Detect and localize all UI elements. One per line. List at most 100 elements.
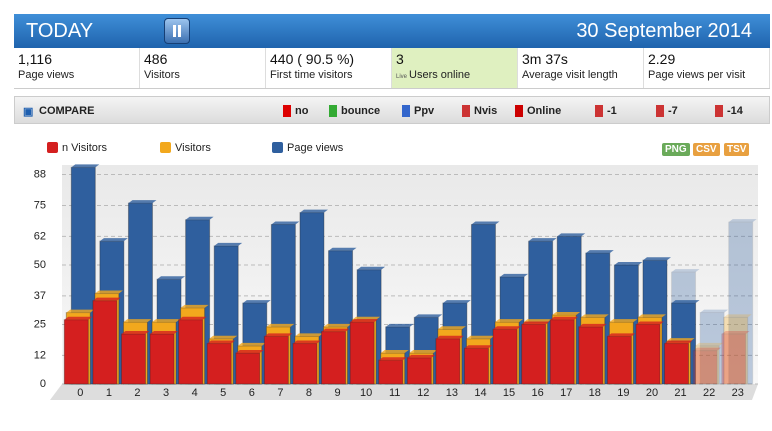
bar <box>178 319 204 385</box>
badge: Live <box>396 74 408 80</box>
stat: 1,116 Page views <box>14 48 140 88</box>
stat: 3m 37s Average visit length <box>518 48 644 88</box>
bar-top <box>237 342 266 346</box>
toolbar-button[interactable]: Ppv <box>402 105 434 117</box>
x-tick-label: 15 <box>503 387 515 399</box>
stats: 1,116 Page views 486 Visitors 440 ( 90.5 %) F… <box>14 48 770 89</box>
export-button[interactable]: CSV <box>693 143 720 156</box>
bar-top <box>294 333 323 337</box>
export-button[interactable]: TSV <box>724 143 750 156</box>
bar-top <box>123 319 152 323</box>
toolbar-button[interactable]: no <box>283 105 308 117</box>
bar-top <box>609 319 638 323</box>
bar-top <box>385 323 414 327</box>
stat-value: 2.29 <box>648 51 676 67</box>
bar <box>549 319 575 385</box>
stat-value: 1,116 <box>18 51 52 67</box>
bar-top <box>578 323 607 327</box>
bar-top <box>380 350 409 354</box>
bar-top <box>728 219 757 223</box>
stat-value: 3m 37s <box>522 51 568 67</box>
bar <box>521 323 547 385</box>
bar-top <box>350 319 379 323</box>
toolbar-button[interactable]: Online <box>515 105 561 117</box>
bar-top <box>664 340 693 344</box>
bar-top <box>442 300 471 304</box>
bar-top <box>71 164 100 168</box>
stat-label-row: Live Users online <box>396 69 513 81</box>
legend-swatch <box>160 142 171 153</box>
bar-top <box>695 342 724 346</box>
legend-label: Page views <box>287 142 344 154</box>
toolbar-button[interactable]: -1 <box>595 105 617 117</box>
y-tick-label: 37 <box>34 290 46 302</box>
x-tick-label: 20 <box>646 387 658 399</box>
bar-top <box>328 247 357 251</box>
bar-top <box>178 316 207 320</box>
bar-top <box>152 319 181 323</box>
bar-top <box>264 333 293 337</box>
export-button[interactable]: PNG <box>662 143 690 156</box>
bar-top <box>157 276 186 280</box>
legend-swatch <box>272 142 283 153</box>
x-tick-label: 6 <box>249 387 255 399</box>
bar-top <box>242 300 271 304</box>
bar-top <box>671 300 700 304</box>
x-tick-label: 8 <box>306 387 312 399</box>
toolbar-button[interactable]: -14 <box>715 105 743 117</box>
bar-top <box>414 314 443 318</box>
x-tick-label: 19 <box>617 387 629 399</box>
x-tick-label: 7 <box>277 387 283 399</box>
bar-top <box>266 323 295 327</box>
bar-top <box>693 347 722 351</box>
x-tick-label: 14 <box>474 387 486 399</box>
toolbar-button[interactable]: bounce <box>329 105 380 117</box>
bar <box>492 328 518 385</box>
stat-label: First time visitors <box>270 69 353 81</box>
bar-top <box>271 221 300 225</box>
y-tick-label: 75 <box>34 199 46 211</box>
bar <box>120 333 146 385</box>
x-tick-label: 3 <box>163 387 169 399</box>
bar-top <box>180 304 209 308</box>
stat: 440 ( 90.5 %) First time visitors <box>266 48 392 88</box>
bar-top <box>614 261 643 265</box>
bar-top <box>185 216 214 220</box>
bar <box>664 343 690 385</box>
x-tick-label: 22 <box>703 387 715 399</box>
bar-top <box>607 333 636 337</box>
bar-top <box>635 321 664 325</box>
x-tick-label: 0 <box>77 387 83 399</box>
stat-label: Average visit length <box>522 69 618 81</box>
bar-top <box>209 335 238 339</box>
projected-bar <box>692 350 718 385</box>
bar-top <box>121 331 150 335</box>
pause-button[interactable] <box>164 18 190 44</box>
x-tick-label: 5 <box>220 387 226 399</box>
legend-label: Visitors <box>175 142 211 154</box>
bar <box>92 300 118 385</box>
bar-top <box>357 266 386 270</box>
bar-top <box>500 273 529 277</box>
bar-top <box>66 309 95 313</box>
bar <box>321 331 347 385</box>
y-tick-label: 12 <box>34 349 46 361</box>
stat-label-row: Page views <box>18 69 135 81</box>
stat-label: Users online <box>409 69 471 81</box>
title: TODAY <box>26 20 94 42</box>
y-tick-label: 62 <box>34 230 46 242</box>
compare[interactable]: COMPARE <box>39 105 95 117</box>
bar-top <box>99 238 128 242</box>
header: TODAY 30 September 2014 <box>14 14 770 48</box>
toolbar-button[interactable]: -7 <box>656 105 678 117</box>
bar-top <box>493 326 522 330</box>
x-tick-label: 23 <box>732 387 744 399</box>
toolbar-button[interactable]: Nvis <box>462 105 497 117</box>
x-tick-label: 2 <box>134 387 140 399</box>
bar-top <box>94 290 123 294</box>
bar <box>292 343 318 385</box>
bar-top <box>550 316 579 320</box>
bar-top <box>466 335 495 339</box>
bar-top <box>552 311 581 315</box>
x-tick-label: 10 <box>360 387 372 399</box>
